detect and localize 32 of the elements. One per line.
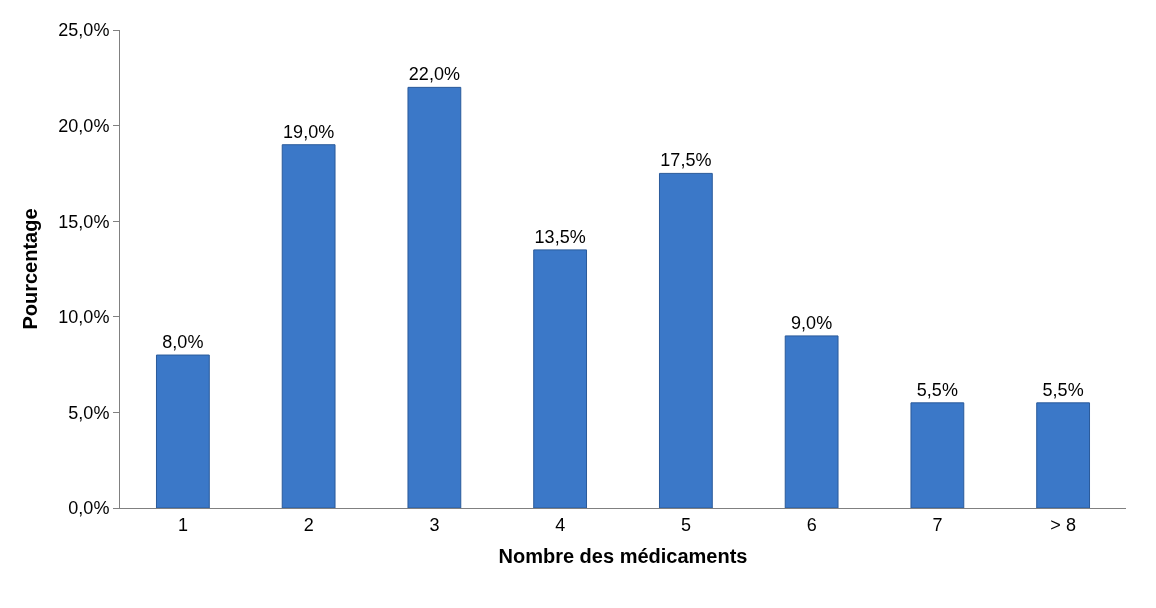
x-tick-label: 4 xyxy=(555,514,566,535)
data-label: 9,0% xyxy=(791,312,833,333)
x-tick-label: 3 xyxy=(429,514,440,535)
data-label: 17,5% xyxy=(660,150,712,171)
data-label: 13,5% xyxy=(534,226,586,247)
x-tick-label: 2 xyxy=(303,514,314,535)
y-tick-label: 10,0% xyxy=(58,307,110,328)
x-axis-title: Nombre des médicaments xyxy=(498,545,748,568)
bar xyxy=(407,86,462,508)
x-tick-label: 6 xyxy=(806,514,817,535)
y-tick-label: 15,0% xyxy=(58,211,110,232)
bar xyxy=(910,402,965,508)
data-label: 5,5% xyxy=(1042,379,1084,400)
y-tick-label: 25,0% xyxy=(58,20,110,41)
bar xyxy=(155,354,210,508)
data-label: 5,5% xyxy=(916,379,958,400)
y-tick-label: 0,0% xyxy=(68,498,110,519)
data-label: 8,0% xyxy=(162,332,204,353)
x-tick-label: 7 xyxy=(932,514,943,535)
bar xyxy=(533,249,588,508)
y-tick-label: 5,0% xyxy=(68,402,110,423)
x-tick-label: > 8 xyxy=(1050,514,1076,535)
y-tick-label: 20,0% xyxy=(58,115,110,136)
data-label: 22,0% xyxy=(408,64,460,85)
bar xyxy=(1036,402,1091,508)
bar xyxy=(784,335,839,508)
y-axis-title: Pourcentage xyxy=(18,208,41,330)
x-tick-label: 5 xyxy=(680,514,691,535)
data-label: 19,0% xyxy=(283,121,335,142)
bar xyxy=(658,172,713,508)
bar xyxy=(281,144,336,508)
x-tick-label: 1 xyxy=(177,514,188,535)
